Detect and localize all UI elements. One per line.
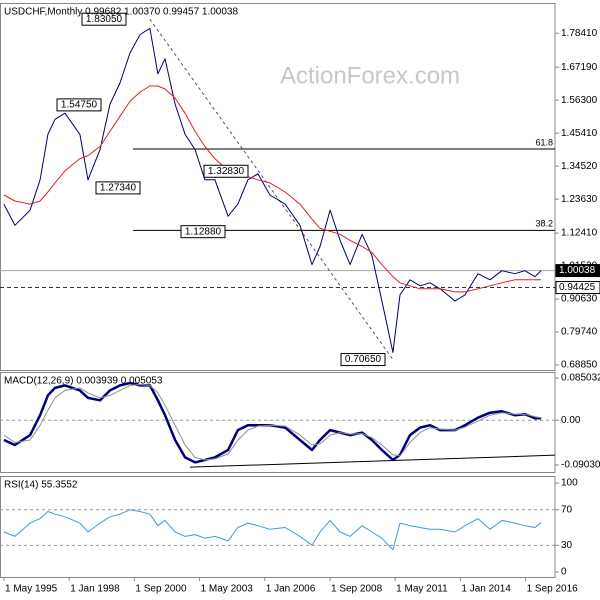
x-tick-label: 1 Jan 2014: [461, 584, 511, 595]
series-line: [3, 85, 542, 293]
annotation-box: [81, 12, 127, 26]
y-tick-label: 70: [561, 504, 573, 515]
panel-frame: [0, 476, 556, 578]
panel-title: MACD(12,26,9) 0.003939 0.005053: [4, 376, 163, 387]
annotation-label: 1.12880: [185, 226, 222, 237]
panel-frame: [0, 372, 556, 473]
y-tick-label: 0.68850: [561, 360, 598, 371]
trend-line: [149, 18, 394, 360]
price-tag-label: 1.00038: [559, 265, 596, 276]
annotation-box: [56, 98, 102, 112]
price-tag-label: 0.94425: [559, 282, 596, 293]
annotation-box: [180, 225, 226, 239]
y-tick-label: 30: [561, 540, 573, 551]
x-tick-label: 1 Sep 2000: [135, 584, 187, 595]
y-tick-label: 1.45410: [561, 128, 598, 139]
annotation-box: [203, 164, 249, 178]
panel-frame: [0, 3, 556, 371]
x-tick-label: 1 May 1995: [5, 584, 58, 595]
panel-title: USDCHF,Monthly 0.99682 1.00370 0.99457 1…: [4, 7, 238, 18]
y-tick-label: 0.00: [561, 415, 581, 426]
annotation-box: [340, 353, 386, 367]
fib-label: 38.2: [535, 219, 553, 229]
x-tick-label: 1 May 2003: [201, 584, 254, 595]
y-tick-label: 0: [561, 567, 567, 578]
price-tag: [555, 264, 600, 278]
y-tick-label: 1.67190: [561, 62, 598, 73]
y-tick-label: 0.79740: [561, 327, 598, 338]
fib-label: 61.8: [535, 137, 553, 147]
annotation-label: 1.27340: [100, 183, 137, 194]
y-tick-label: 100: [561, 478, 578, 489]
y-tick-label: 1.12410: [561, 228, 598, 239]
x-tick-label: 1 May 2011: [396, 584, 448, 595]
y-tick-label: 1.78410: [561, 28, 598, 39]
annotation-label: 1.83050: [86, 14, 123, 25]
x-tick-label: 1 Sep 2016: [527, 584, 579, 595]
price-tag: [555, 281, 600, 295]
x-tick-label: 1 Jan 1998: [70, 584, 120, 595]
watermark: ActionForex.com: [280, 62, 460, 89]
trend-line: [189, 454, 556, 468]
x-tick-label: 1 Jan 2006: [266, 584, 316, 595]
y-tick-label: 1.23630: [561, 194, 598, 205]
annotation-label: 1.32830: [208, 166, 245, 177]
y-tick-label: 0.90630: [561, 294, 598, 305]
x-tick-label: 1 Sep 2008: [331, 584, 383, 595]
y-tick-label: 1.34520: [561, 161, 598, 172]
panel-title: RSI(14) 55.3552: [4, 480, 78, 491]
series-line: [3, 27, 542, 353]
y-tick-label: 1.56300: [561, 95, 598, 106]
annotation-label: 1.54750: [61, 100, 98, 111]
series-line: [3, 509, 542, 551]
annotation-label: 0.70650: [345, 354, 382, 365]
y-tick-label: -0.090307: [561, 460, 600, 471]
annotation-box: [95, 181, 141, 195]
y-tick-label: 0.085032: [561, 373, 600, 384]
series-line: [3, 384, 542, 461]
